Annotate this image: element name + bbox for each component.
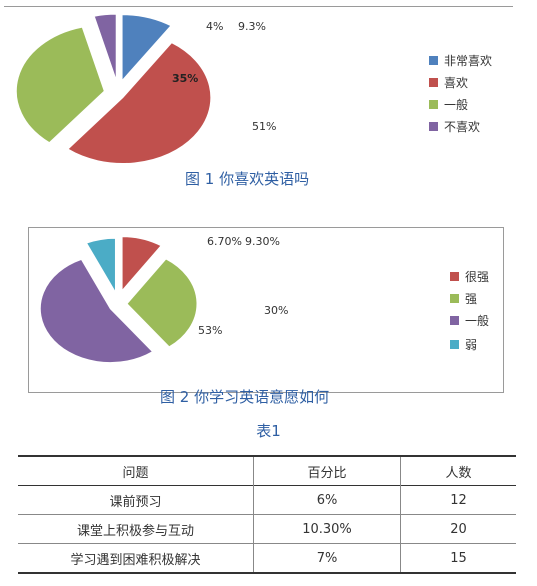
table-row: 课前预习 6% 12 [18,485,516,515]
chart2-legend: 很强 强 一般 弱 [450,270,489,352]
legend-label-weak: 弱 [465,338,477,352]
cell-count: 15 [450,550,467,566]
legend-label-like: 喜欢 [444,75,468,90]
cell-question: 学习遇到困难积极解决 [18,543,254,573]
legend-label-average: 一般 [444,97,468,112]
chart1-caption: 图 1 你喜欢英语吗 [185,170,309,188]
chart1-slice-4 [93,13,117,81]
legend-swatch-like [429,78,438,87]
cell-percent: 6% [253,485,401,515]
cell-question: 课前预习 [18,485,254,515]
table-title: 表1 [256,422,281,440]
chart-1-frame [4,6,513,201]
legend-swatch-weak [450,340,459,349]
legend-swatch-dislike [429,122,438,131]
chart1-legend: 非常喜欢 喜欢 一般 不喜欢 [429,53,492,134]
chart1-slice-3 [15,26,105,144]
legend-label-dislike: 不喜欢 [444,119,480,134]
chart1-label-35: 35% [172,72,198,85]
legend-label-very-like: 非常喜欢 [444,53,492,68]
legend-swatch-very-like [429,56,438,65]
chart-2-frame [28,227,504,393]
table-row: 学习遇到困难积极解决 7% 15 [18,543,516,573]
chart2-label-9-30: 9.30% [245,235,280,248]
cell-question: 课堂上积极参与互动 [18,514,254,544]
legend-label-strong: 强 [465,292,477,306]
data-table: 问题 百分比 人数 课前预习 6% 12 课堂上积极参与互动 10.30% 20… [18,455,516,574]
legend-label-very-strong: 很强 [465,270,489,284]
chart1-slice-1 [121,14,172,82]
pie-chart-1: 4% 9.3% 35% 51% 非常喜欢 喜欢 一般 不喜欢 图 1 你喜欢英语… [15,13,492,188]
chart2-slice-2 [126,258,198,348]
cell-count: 12 [450,492,467,508]
chart2-slice-1 [121,236,162,292]
legend-swatch-average-2 [450,316,459,325]
cell-percent: 10.30% [253,514,401,544]
legend-label-average-2: 一般 [465,313,489,328]
header-count: 人数 [445,465,472,481]
cell-percent: 7% [253,543,401,573]
chart1-label-51: 51% [252,120,276,133]
pie-chart-2: 6.70% 9.30% 30% 53% 很强 强 一般 弱 图 2 你学习英语意… [39,235,489,406]
chart2-label-6-70: 6.70% [207,235,242,248]
header-percent: 百分比 [253,456,401,486]
chart1-label-9-3: 9.3% [238,20,266,33]
legend-swatch-average [429,100,438,109]
cell-count: 20 [450,521,467,537]
chart2-slice-4 [85,237,116,295]
legend-swatch-very-strong [450,272,459,281]
legend-swatch-strong [450,294,459,303]
chart2-caption: 图 2 你学习英语意愿如何 [160,388,329,406]
table-header-row: 问题 百分比 人数 [18,456,516,486]
table-row: 课堂上积极参与互动 10.30% 20 [18,514,516,544]
header-question: 问题 [18,456,254,486]
chart1-label-4: 4% [206,20,223,33]
chart2-label-53: 53% [198,324,222,337]
chart2-slice-3 [39,258,154,364]
chart2-label-30: 30% [264,304,288,317]
chart1-slice-2 [67,42,212,165]
